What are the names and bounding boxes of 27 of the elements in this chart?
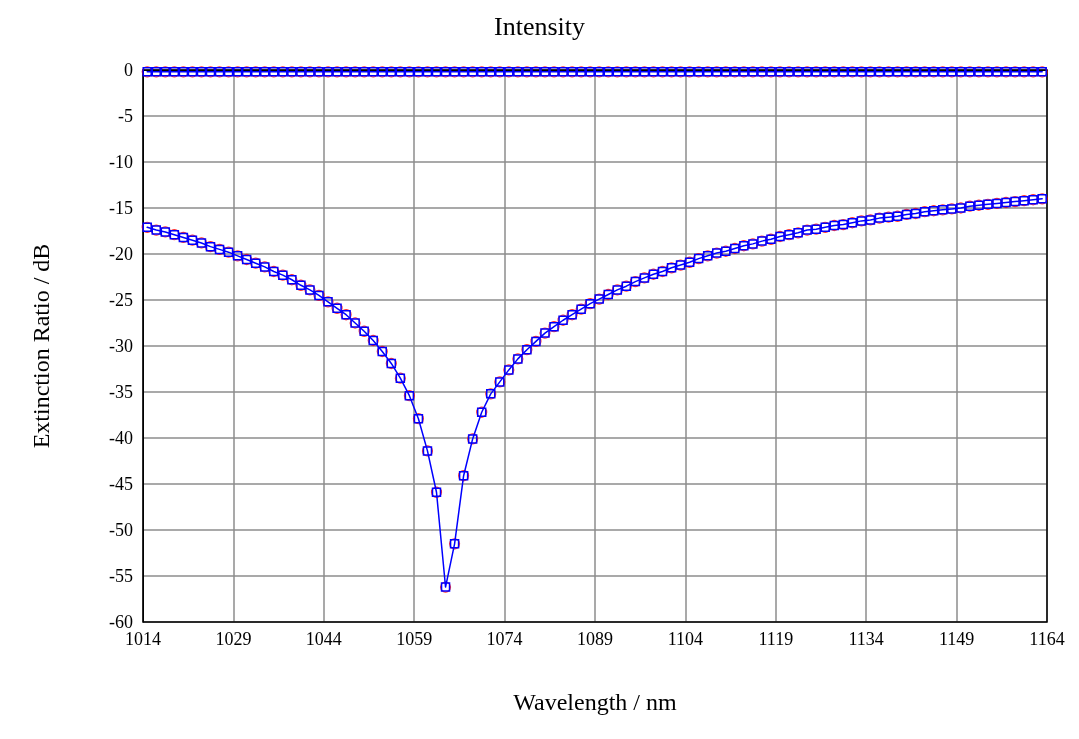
x-tick-label: 1059 — [396, 629, 433, 649]
y-tick-label: -25 — [109, 290, 133, 310]
x-axis-title: Wavelength / nm — [513, 689, 678, 715]
x-tick-label: 1149 — [938, 629, 975, 649]
y-tick-label: -60 — [109, 612, 133, 632]
y-tick-label: -55 — [109, 566, 133, 586]
y-axis-title: Extinction Ratio / dB — [28, 243, 54, 449]
y-tick-label: -30 — [109, 336, 133, 356]
chart-title: Intensity — [494, 11, 585, 41]
x-tick-label: 1104 — [667, 629, 704, 649]
y-tick-label: -35 — [109, 382, 133, 402]
x-tick-label: 1119 — [758, 629, 794, 649]
y-tick-label: -20 — [109, 244, 133, 264]
x-tick-label: 1044 — [305, 629, 342, 649]
y-tick-label: -15 — [109, 198, 133, 218]
y-tick-label: -45 — [109, 474, 133, 494]
y-tick-label: 0 — [124, 60, 133, 80]
y-tick-label: -5 — [118, 106, 133, 126]
x-tick-label: 1029 — [215, 629, 252, 649]
x-tick-label: 1074 — [486, 629, 523, 649]
y-tick-label: -40 — [109, 428, 133, 448]
x-tick-label: 1014 — [125, 629, 161, 649]
y-tick-label: -10 — [109, 152, 133, 172]
y-tick-label: -50 — [109, 520, 133, 540]
x-tick-label: 1164 — [1029, 629, 1065, 649]
x-tick-label: 1089 — [577, 629, 613, 649]
x-tick-label: 1134 — [848, 629, 884, 649]
